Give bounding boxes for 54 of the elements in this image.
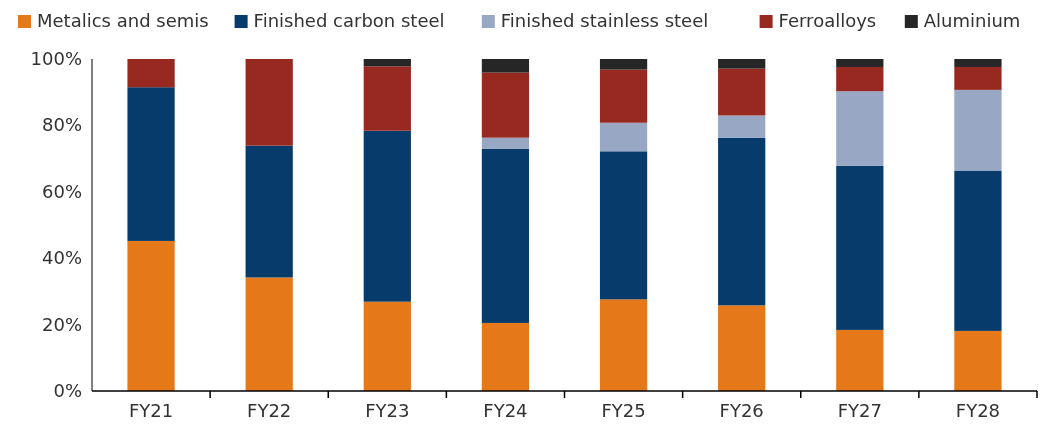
y-tick-label: 80% <box>41 114 82 136</box>
bar <box>836 329 884 391</box>
bar <box>954 66 1002 90</box>
legend-label: Metalics and semis <box>37 10 209 31</box>
bar <box>127 59 175 88</box>
bar <box>363 301 411 391</box>
legend-label: Aluminium <box>923 10 1021 31</box>
y-tick-label: 60% <box>41 180 82 202</box>
x-tick-label: FY25 <box>601 400 646 421</box>
bar <box>718 305 766 391</box>
bar <box>481 72 530 138</box>
bar <box>836 165 884 330</box>
bar <box>245 145 293 278</box>
y-tick-label: 100% <box>30 48 82 69</box>
x-tick-label: FY22 <box>247 400 292 421</box>
x-tick-label: FY23 <box>365 400 410 421</box>
x-tick-label: FY27 <box>837 400 882 421</box>
y-tick-label: 20% <box>41 313 82 335</box>
bar <box>481 148 530 323</box>
legend-label: Finished carbon steel <box>253 10 445 31</box>
bar <box>363 66 411 131</box>
bar <box>954 330 1002 391</box>
legend-label: Finished stainless steel <box>500 10 709 31</box>
bar <box>954 59 1002 67</box>
bar <box>363 59 411 67</box>
bar <box>599 151 648 300</box>
bar <box>718 115 766 138</box>
x-tick-label: FY24 <box>483 400 528 421</box>
bar <box>836 66 884 92</box>
bar <box>599 122 648 152</box>
bar <box>363 130 411 302</box>
legend-label: Ferroalloys <box>778 10 877 31</box>
bar <box>599 69 648 123</box>
x-tick-label: FY28 <box>955 400 1001 421</box>
x-tick-label: FY21 <box>128 400 174 421</box>
bar <box>481 137 530 149</box>
bar <box>718 137 766 306</box>
bar <box>245 59 293 146</box>
bar <box>836 91 884 166</box>
bar <box>718 59 766 69</box>
bar <box>127 87 175 241</box>
bar <box>954 89 1002 171</box>
bar <box>599 299 648 391</box>
bar <box>718 68 766 116</box>
bar <box>836 59 884 67</box>
bar <box>245 277 293 391</box>
bar <box>599 59 648 70</box>
x-tick-label: FY26 <box>719 400 764 421</box>
bar <box>127 240 175 391</box>
bar <box>481 59 530 73</box>
y-tick-label: 0% <box>53 380 82 401</box>
bar <box>481 322 530 391</box>
y-tick-label: 40% <box>41 247 82 269</box>
bar <box>954 170 1002 331</box>
